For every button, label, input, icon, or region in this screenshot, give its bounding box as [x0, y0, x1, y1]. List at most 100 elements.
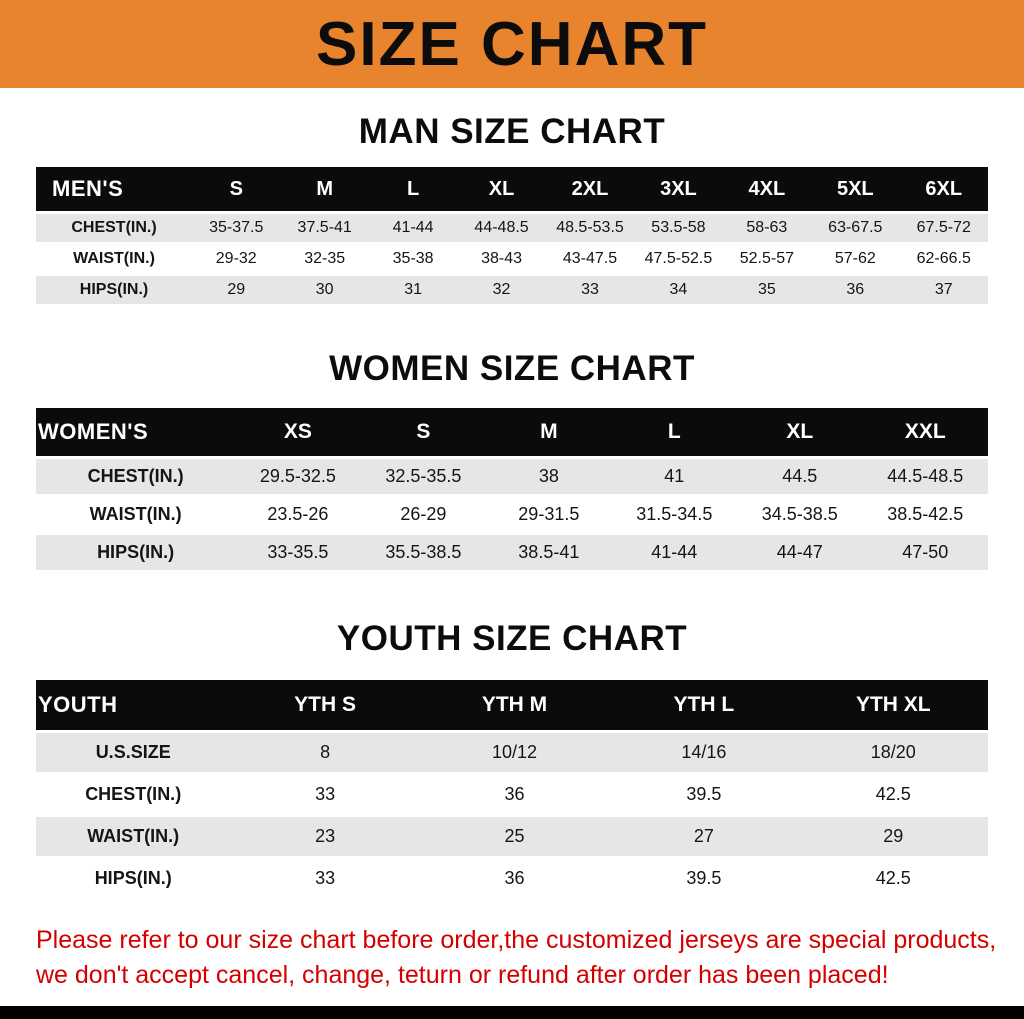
value-cell: 37.5-41 — [280, 214, 369, 242]
table-row: HIPS(IN.) 33-35.5 35.5-38.5 38.5-41 41-44 44-… — [36, 535, 988, 570]
value-cell: 27 — [609, 817, 799, 856]
value-cell: 32-35 — [280, 245, 369, 273]
bottom-bar — [0, 1006, 1024, 1019]
column-header: S — [360, 408, 487, 456]
value-cell: 63-67.5 — [811, 214, 900, 242]
value-cell: 57-62 — [811, 245, 900, 273]
column-header: L — [611, 408, 738, 456]
value-cell: 29.5-32.5 — [235, 459, 361, 494]
notice-line: Please refer to our size chart before or… — [36, 926, 997, 954]
value-cell: 41 — [611, 459, 738, 494]
column-header: 2XL — [545, 167, 635, 211]
table-row: HIPS(IN.) 29 30 31 32 33 34 35 36 37 — [36, 276, 988, 304]
size-chart-content: MAN SIZE CHART MEN'S S M L XL 2XL 3XL 4XL 5XL 6XL… — [0, 88, 1024, 901]
column-header: YTH L — [609, 680, 799, 730]
value-cell: 33 — [230, 775, 420, 814]
table-row: U.S.SIZE 8 10/12 14/16 18/20 — [36, 733, 988, 772]
order-notice: Please refer to our size chart before or… — [36, 923, 997, 992]
size-table: MEN'S S M L XL 2XL 3XL 4XL 5XL 6XL CHEST(IN.) 35-37… — [36, 164, 988, 307]
notice-line: we don't accept cancel, change, teturn o… — [36, 960, 889, 989]
value-cell: 10/12 — [419, 733, 610, 772]
value-cell: 14/16 — [609, 733, 799, 772]
value-cell: 39.5 — [609, 775, 799, 814]
value-cell: 48.5-53.5 — [545, 214, 635, 242]
value-cell: 32.5-35.5 — [360, 459, 487, 494]
value-cell: 67.5-72 — [899, 214, 988, 242]
value-cell: 18/20 — [798, 733, 988, 772]
value-cell: 37 — [899, 276, 988, 304]
column-header: YTH XL — [798, 680, 988, 730]
value-cell: 25 — [419, 817, 610, 856]
value-cell: 41-44 — [368, 214, 458, 242]
row-label-cell: CHEST(IN.) — [36, 459, 236, 494]
row-label-cell: CHEST(IN.) — [36, 775, 231, 814]
section-youth: YOUTH SIZE CHART YOUTH YTH S YTH M YTH L YTH… — [0, 619, 1024, 901]
value-cell: 33 — [230, 859, 420, 898]
value-cell: 58-63 — [722, 214, 812, 242]
section-men: MAN SIZE CHART MEN'S S M L XL 2XL 3XL 4XL 5XL 6XL… — [0, 112, 1024, 307]
value-cell: 29 — [798, 817, 988, 856]
value-cell: 29-32 — [192, 245, 281, 273]
row-label-cell: WAIST(IN.) — [36, 817, 231, 856]
row-label-cell: HIPS(IN.) — [36, 276, 193, 304]
value-cell: 44.5-48.5 — [862, 459, 988, 494]
column-header: 3XL — [634, 167, 723, 211]
table-row: HIPS(IN.) 33 36 39.5 42.5 — [36, 859, 988, 898]
value-cell: 29-31.5 — [486, 497, 612, 532]
header-row: MEN'S S M L XL 2XL 3XL 4XL 5XL 6XL — [36, 167, 988, 211]
value-cell: 47-50 — [862, 535, 988, 570]
table-row: WAIST(IN.) 29-32 32-35 35-38 38-43 43-47.5 47.… — [36, 245, 988, 273]
row-label-cell: WAIST(IN.) — [36, 245, 193, 273]
column-header: 4XL — [722, 167, 812, 211]
row-label-cell: WAIST(IN.) — [36, 497, 236, 532]
table-title-cell: WOMEN'S — [36, 408, 236, 456]
value-cell: 39.5 — [609, 859, 799, 898]
banner: SIZE CHART — [0, 0, 1024, 88]
row-label-cell: HIPS(IN.) — [36, 535, 236, 570]
column-header: 5XL — [811, 167, 900, 211]
header-row: WOMEN'S XS S M L XL XXL — [36, 408, 988, 456]
value-cell: 31.5-34.5 — [611, 497, 738, 532]
table-row: WAIST(IN.) 23.5-26 26-29 29-31.5 31.5-34.5 34… — [36, 497, 988, 532]
value-cell: 23.5-26 — [235, 497, 361, 532]
value-cell: 26-29 — [360, 497, 487, 532]
column-header: M — [280, 167, 369, 211]
value-cell: 32 — [457, 276, 546, 304]
value-cell: 52.5-57 — [722, 245, 812, 273]
column-header: XXL — [862, 408, 988, 456]
value-cell: 35-38 — [368, 245, 458, 273]
column-header: 6XL — [899, 167, 988, 211]
page-title: SIZE CHART — [316, 9, 708, 79]
men-section-heading: MAN SIZE CHART — [358, 112, 666, 151]
value-cell: 44.5 — [737, 459, 863, 494]
column-header: XL — [737, 408, 863, 456]
value-cell: 31 — [368, 276, 458, 304]
men-size-table-wrap: MEN'S S M L XL 2XL 3XL 4XL 5XL 6XL CHEST(IN.) 35-37… — [36, 164, 988, 307]
value-cell: 30 — [280, 276, 369, 304]
table-title-cell: YOUTH — [36, 680, 231, 730]
column-header: XS — [235, 408, 361, 456]
column-header: M — [486, 408, 612, 456]
column-header: XL — [457, 167, 546, 211]
value-cell: 34 — [634, 276, 723, 304]
value-cell: 53.5-58 — [634, 214, 723, 242]
column-header: L — [368, 167, 458, 211]
value-cell: 47.5-52.5 — [634, 245, 723, 273]
youth-section-heading: YOUTH SIZE CHART — [336, 619, 688, 658]
row-label-cell: U.S.SIZE — [36, 733, 231, 772]
value-cell: 33-35.5 — [235, 535, 361, 570]
table-row: WAIST(IN.) 23 25 27 29 — [36, 817, 988, 856]
value-cell: 33 — [545, 276, 635, 304]
value-cell: 38-43 — [457, 245, 546, 273]
section-women: WOMEN SIZE CHART WOMEN'S XS S M L XL XXL CHEST(… — [0, 349, 1024, 573]
value-cell: 38.5-41 — [486, 535, 612, 570]
header-row: YOUTH YTH S YTH M YTH L YTH XL — [36, 680, 988, 730]
value-cell: 44-48.5 — [457, 214, 546, 242]
value-cell: 23 — [230, 817, 420, 856]
table-row: CHEST(IN.) 33 36 39.5 42.5 — [36, 775, 988, 814]
table-row: CHEST(IN.) 35-37.5 37.5-41 41-44 44-48.5 48.5… — [36, 214, 988, 242]
value-cell: 42.5 — [798, 775, 988, 814]
value-cell: 62-66.5 — [899, 245, 988, 273]
women-size-table-wrap: WOMEN'S XS S M L XL XXL CHEST(IN.) 29.5-32.5 32.5… — [36, 405, 988, 573]
value-cell: 41-44 — [611, 535, 738, 570]
